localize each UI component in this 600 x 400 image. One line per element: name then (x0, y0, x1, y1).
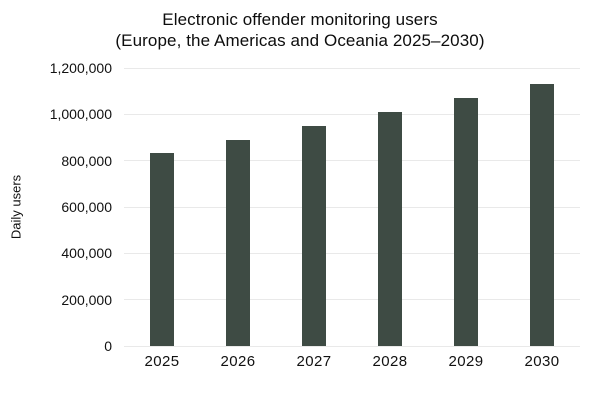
x-tick-label: 2029 (448, 353, 484, 370)
bar-2029 (454, 98, 478, 346)
x-tick-label: 2028 (372, 353, 408, 370)
x-axis-ticks: 2025 2026 2027 2028 2029 2030 (124, 353, 580, 373)
chart-title: Electronic offender monitoring users (162, 10, 438, 29)
plot-area (124, 67, 580, 347)
x-tick-label: 2026 (220, 353, 256, 370)
y-tick-label: 400,000 (61, 245, 112, 262)
x-tick-label: 2025 (144, 353, 180, 370)
y-tick-label: 600,000 (61, 199, 112, 215)
gridline (124, 113, 580, 115)
bar-2028 (378, 112, 402, 346)
chart-subtitle: (Europe, the Americas and Oceania 2025–2… (115, 31, 485, 50)
bar-2025 (150, 153, 174, 346)
y-tick-label: 0 (104, 338, 112, 354)
y-tick-label: 200,000 (61, 291, 112, 308)
y-tick-label: 1,200,000 (49, 60, 112, 76)
y-axis-ticks: 0 200,000 400,000 600,000 800,000 1,000,000 1,… (0, 60, 112, 354)
bar-2027 (302, 126, 326, 346)
gridline (124, 252, 580, 254)
gridline (124, 299, 580, 301)
y-tick-label: 1,000,000 (49, 106, 112, 123)
gridline (124, 160, 580, 162)
gridline (124, 67, 580, 69)
x-tick-label: 2027 (296, 353, 332, 370)
gridline (124, 345, 580, 347)
x-tick-label: 2030 (524, 353, 560, 370)
bar-2026 (226, 140, 250, 346)
y-tick-label: 800,000 (61, 152, 112, 169)
gridline (124, 206, 580, 208)
chart-title-block: Electronic offender monitoring users (Eu… (0, 9, 600, 51)
bar-2030 (530, 84, 554, 346)
